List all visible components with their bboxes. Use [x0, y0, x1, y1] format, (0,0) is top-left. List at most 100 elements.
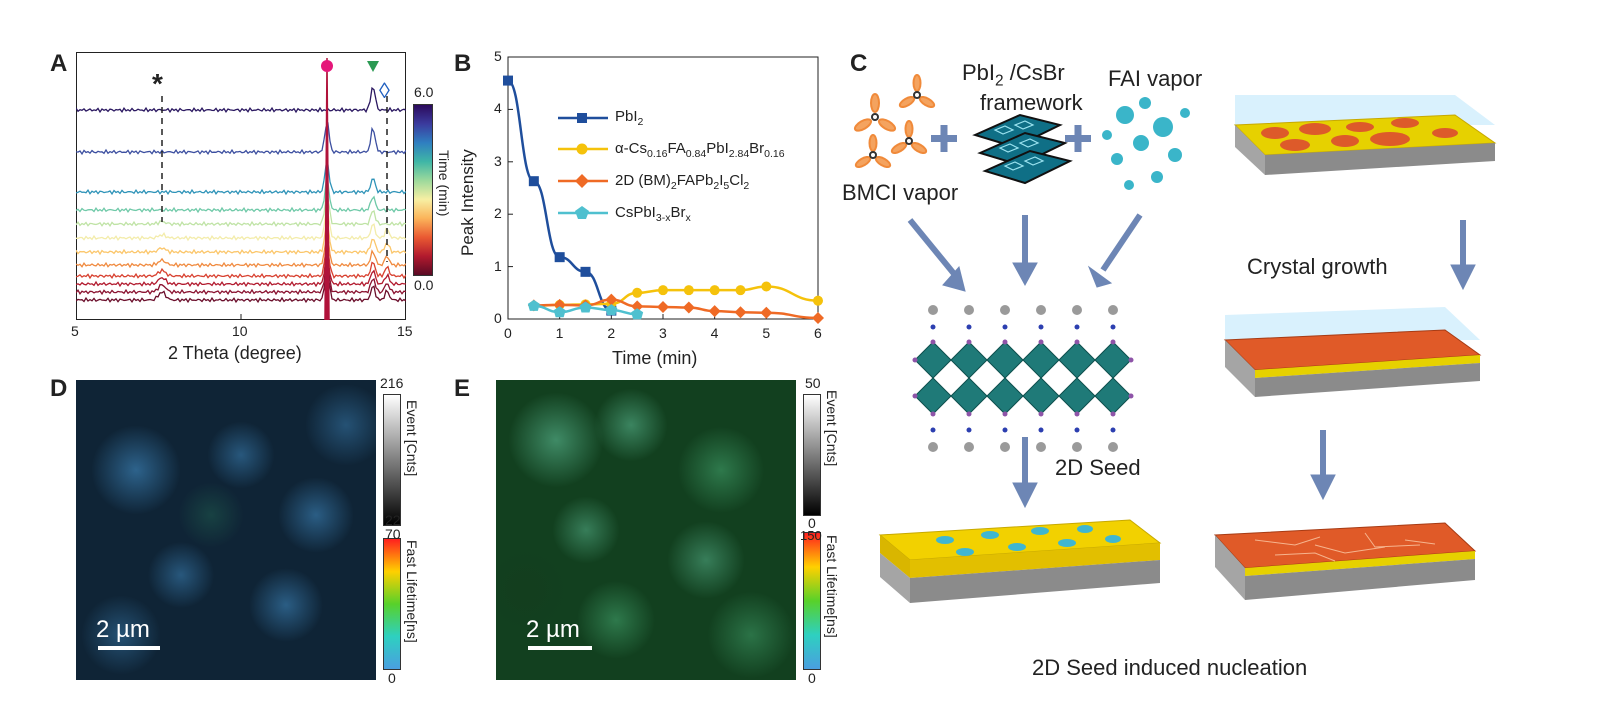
star-marker: *	[152, 68, 163, 99]
peak-intensity-xlabel: Time (min)	[612, 348, 698, 368]
event-label-d: Event [Cnts]	[404, 400, 420, 477]
x-tick-label: 4	[710, 325, 719, 341]
legend-cspbi3: CsPbI3-xBrx	[615, 204, 691, 224]
pbi2-csbr-label: PbI2 /CsBr	[962, 60, 1065, 90]
data-point	[580, 266, 591, 277]
xrd-trace	[76, 164, 406, 196]
xrd-trace	[76, 195, 406, 228]
xrd-waterfall-plot	[76, 52, 406, 320]
xrd-trace	[76, 234, 406, 269]
data-point	[553, 306, 566, 318]
time-colorbar-label: Time (min)	[436, 150, 452, 217]
data-point	[553, 298, 566, 311]
data-point	[708, 305, 721, 318]
2d-seed-label: 2D Seed	[1055, 455, 1141, 480]
data-point	[579, 301, 592, 313]
life-min-e: 0	[808, 670, 816, 686]
y-tick-label: 3	[494, 152, 502, 169]
data-point	[528, 176, 539, 187]
life-min-d: 0	[388, 670, 396, 686]
y-tick-label: 0	[494, 310, 502, 326]
y-tick-label: 5	[494, 48, 502, 64]
data-point	[503, 75, 513, 86]
flim-image-d: 2 µm	[76, 380, 376, 680]
pink-circle-marker	[321, 60, 333, 72]
xrd-trace	[76, 263, 406, 296]
data-point	[658, 285, 668, 296]
data-point	[735, 285, 746, 296]
xrd-trace	[76, 181, 406, 214]
x-tick-label: 6	[814, 325, 822, 341]
growth-film-middle-icon	[1223, 307, 1482, 397]
data-point	[734, 306, 747, 319]
time-colorbar-min: 0.0	[414, 277, 434, 293]
data-point	[812, 311, 824, 324]
data-point	[760, 306, 773, 319]
data-point	[657, 300, 669, 313]
xrd-main-peak	[324, 57, 330, 320]
final-film-icon	[1213, 522, 1477, 600]
scale-bar-e	[528, 646, 592, 650]
nucleation-caption: 2D Seed induced nucleation	[1032, 655, 1308, 680]
y-tick-label: 4	[494, 100, 502, 117]
peak-legend-markers	[558, 113, 608, 219]
xrd-trace	[76, 247, 406, 280]
legend-circle-icon	[576, 143, 588, 155]
time-colorbar-max: 6.0	[414, 84, 434, 100]
life-label-e: Fast Lifetime[ns]	[824, 535, 840, 638]
data-point	[605, 293, 618, 306]
panel-label-e: E	[454, 375, 471, 402]
data-point	[631, 308, 644, 320]
panel-label-b: B	[454, 50, 472, 77]
data-point	[761, 281, 772, 292]
legend-diamond-icon	[575, 174, 589, 188]
peak-intensity-chart	[503, 56, 824, 324]
xrd-xtick-10: 10	[232, 323, 248, 339]
panel-label-d: D	[50, 375, 68, 402]
bmci-molecule-icons	[853, 74, 936, 169]
data-point	[554, 252, 565, 263]
scale-bar-d	[98, 646, 160, 650]
x-tick-label: 5	[762, 325, 771, 341]
xrd-xtick-15: 15	[397, 323, 413, 339]
lifetime-colorbar-e	[803, 532, 821, 670]
time-colorbar	[413, 104, 433, 276]
data-point	[631, 300, 644, 313]
panel-label-c: C	[850, 50, 868, 77]
event-max-e: 50	[805, 375, 821, 391]
life-label-d: Fast Lifetime[ns]	[404, 540, 420, 643]
schematic-drawing	[853, 74, 1497, 603]
data-point	[605, 304, 618, 316]
plus-icons	[931, 125, 1091, 152]
process-arrows	[907, 213, 1476, 509]
xrd-trace	[76, 121, 406, 156]
framework-label: framework	[980, 90, 1083, 115]
fai-vapor-label: FAI vapor	[1108, 66, 1203, 91]
xrd-trace	[76, 270, 406, 304]
seed-film-icon	[878, 519, 1162, 603]
xrd-trace	[76, 208, 406, 242]
fai-bubble-icons	[1102, 97, 1190, 190]
2d-perovskite-structure	[912, 305, 1134, 452]
growth-film-top-icon	[1233, 95, 1497, 175]
legend-pentagon-icon	[575, 206, 589, 219]
life-max-e: 150	[800, 528, 822, 543]
series-line	[533, 285, 819, 308]
xrd-trace	[76, 255, 406, 288]
lifetime-colorbar-d	[383, 538, 401, 670]
xrd-xtick-5: 5	[71, 323, 79, 339]
series-line	[507, 79, 612, 312]
scale-label-e: 2 µm	[526, 616, 580, 643]
legend-pbi2: PbI2	[615, 108, 644, 128]
crystal-growth-label: Crystal growth	[1247, 254, 1388, 279]
event-min-d: 22	[385, 512, 401, 528]
xrd-trace	[76, 86, 406, 114]
data-point	[682, 301, 695, 314]
event-label-e: Event [Cnts]	[824, 390, 840, 467]
xrd-trace	[76, 223, 406, 256]
legend-square-icon	[577, 113, 587, 123]
x-tick-label: 0	[504, 325, 512, 341]
x-tick-label: 2	[607, 325, 616, 341]
data-point	[813, 295, 823, 306]
green-triangle-marker	[367, 61, 379, 72]
